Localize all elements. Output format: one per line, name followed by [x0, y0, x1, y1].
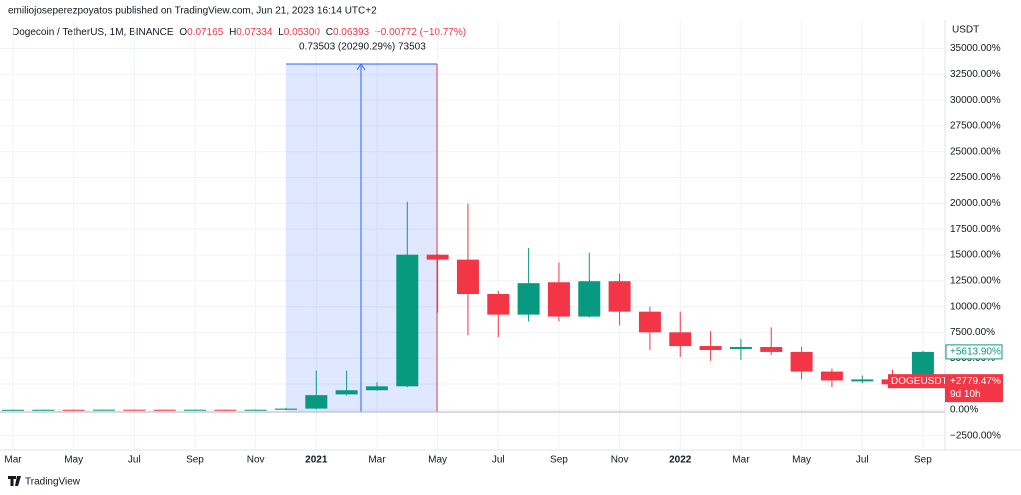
y-tick-label: 10000.00%	[950, 301, 1001, 312]
legend-close: 0.06393	[333, 27, 370, 38]
candle-body	[426, 254, 449, 260]
candle-body	[790, 351, 813, 372]
candle-body	[244, 409, 267, 411]
header: emiliojoseperezpoyatos published on Trad…	[8, 6, 377, 17]
legend-open: 0.07165	[187, 27, 224, 38]
candle-body	[214, 409, 237, 411]
x-tick-label: May	[792, 455, 811, 466]
candle-body	[32, 409, 55, 411]
x-tick-label: Mar	[368, 455, 386, 466]
footer: TradingView	[25, 477, 81, 488]
candle-body	[517, 283, 540, 315]
price-label-box	[945, 344, 1003, 360]
candle-body	[699, 346, 722, 350]
y-tick-label: 7500.00%	[950, 327, 995, 338]
candle-body	[153, 409, 176, 411]
candle-body	[608, 281, 631, 312]
legend: Dogecoin / TetherUS, 1M, BINANCE O0.0716…	[12, 27, 466, 38]
candle-body	[365, 386, 388, 391]
candle-body	[92, 409, 115, 411]
candle-body	[760, 346, 783, 352]
candle-body	[578, 281, 601, 317]
y-tick-label: 0.00%	[950, 405, 978, 416]
x-tick-label: Mar	[4, 455, 22, 466]
candle-body	[305, 395, 328, 409]
price-label-box	[888, 374, 945, 389]
x-tick-label: Mar	[732, 455, 750, 466]
x-tick-label: Nov	[247, 455, 265, 466]
x-tick-label: Jul	[856, 455, 869, 466]
x-tick-label: Nov	[611, 455, 629, 466]
candle-body	[547, 282, 570, 317]
candle-body	[396, 254, 419, 387]
y-tick-label: 35000.00%	[950, 43, 1001, 54]
x-tick-label: 2022	[669, 455, 692, 466]
y-tick-label: 27500.00%	[950, 121, 1001, 132]
candle-body	[487, 294, 510, 315]
candle-body	[335, 390, 358, 395]
candle-body	[851, 379, 874, 382]
y-axis-title: USDT	[952, 25, 979, 36]
y-tick-label: 20000.00%	[950, 198, 1001, 209]
price-label: +5613.90%	[950, 347, 1001, 358]
price-label-box	[945, 374, 1003, 403]
x-tick-label: May	[64, 455, 83, 466]
y-tick-label: 15000.00%	[950, 250, 1001, 261]
candle-body	[183, 409, 206, 411]
legend-low: 0.05300	[284, 27, 321, 38]
x-tick-label: Sep	[550, 455, 568, 466]
x-tick-label: Jul	[492, 455, 505, 466]
candle-body	[729, 346, 752, 349]
price-label: +2779.47%	[950, 376, 1001, 387]
logo	[8, 476, 21, 486]
legend-h: H	[229, 27, 236, 38]
y-tick-label: 30000.00%	[950, 95, 1001, 106]
candle-body	[820, 371, 843, 381]
y-tick-label: 32500.00%	[950, 69, 1001, 80]
legend-high: 0.07334	[236, 27, 273, 38]
x-tick-label: Sep	[914, 455, 932, 466]
price-label-name: DOGEUSDT	[891, 376, 948, 387]
x-tick-label: Jul	[128, 455, 141, 466]
y-tick-label: 22500.00%	[950, 172, 1001, 183]
candle-body	[669, 332, 692, 347]
measure-label: 0.73503 (20290.29%) 73503	[299, 42, 426, 53]
y-tick-label: 12500.00%	[950, 275, 1001, 286]
y-tick-label: 25000.00%	[950, 146, 1001, 157]
candle-body	[456, 259, 479, 295]
candle-body	[123, 409, 146, 411]
measure-tooltip	[293, 39, 435, 55]
legend-change: −0.00772 (−10.77%)	[375, 27, 466, 38]
candle-body	[638, 311, 661, 333]
legend-l: L	[278, 27, 284, 38]
legend-symbol: Dogecoin / TetherUS, 1M, BINANCE	[12, 27, 174, 38]
legend-c: C	[326, 27, 333, 38]
legend-o: O	[179, 27, 187, 38]
candle-body	[62, 409, 85, 411]
y-tick-label: −2500.00%	[950, 430, 1001, 441]
candle-body	[274, 408, 297, 410]
x-tick-label: May	[428, 455, 447, 466]
x-tick-label: 2021	[305, 455, 328, 466]
candle-body	[2, 409, 24, 411]
y-tick-label: 17500.00%	[950, 224, 1001, 235]
measure-arrow-head	[356, 63, 366, 71]
x-tick-label: Sep	[186, 455, 204, 466]
price-label-countdown: 9d 10h	[950, 389, 981, 400]
